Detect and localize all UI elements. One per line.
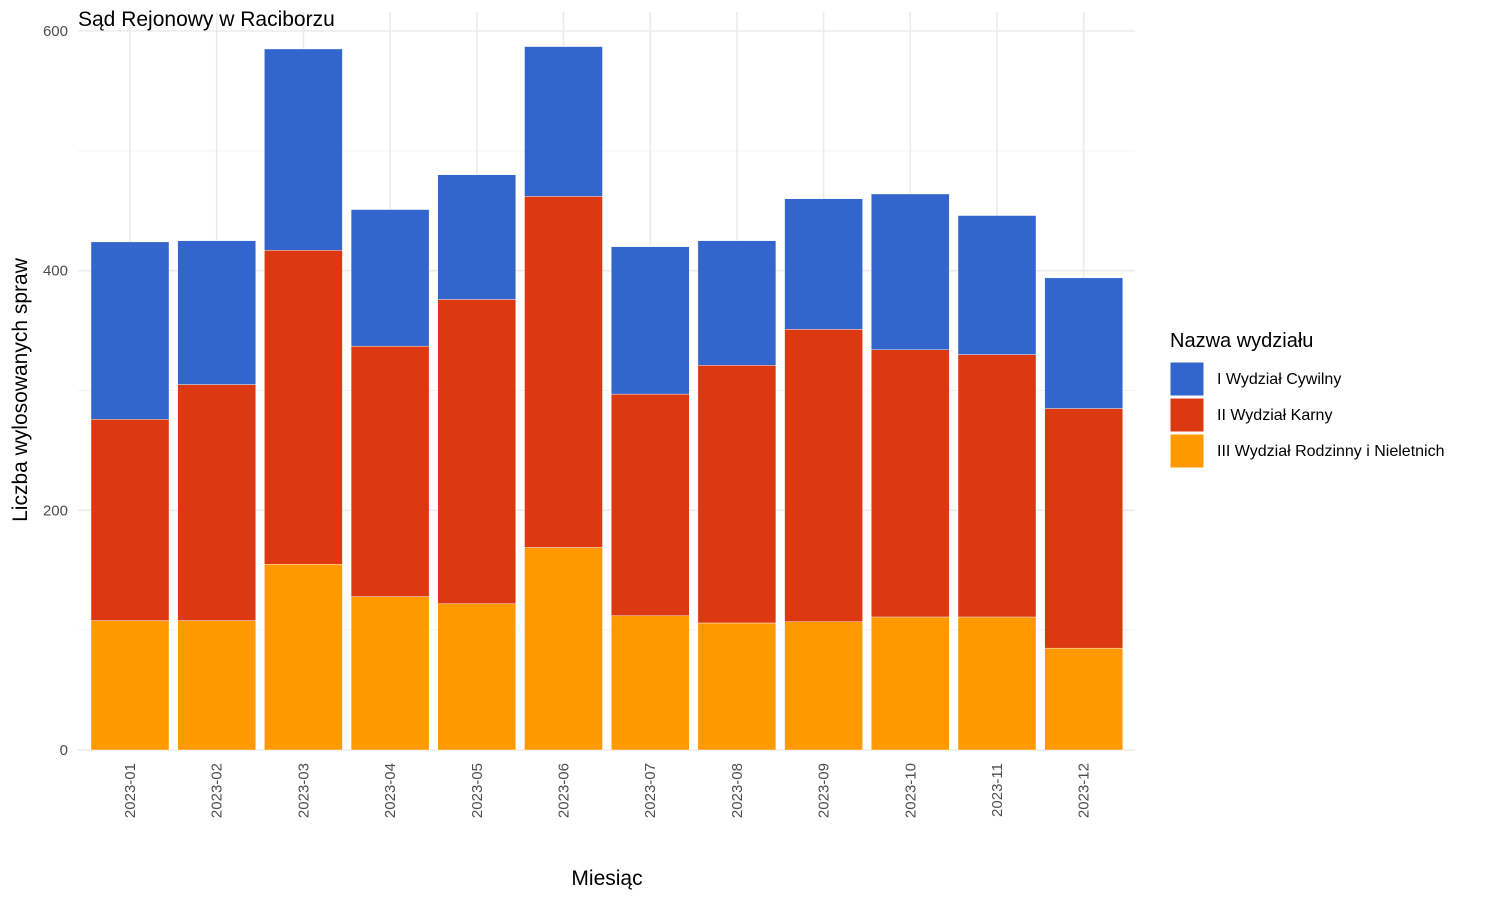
legend-label: III Wydział Rodzinny i Nieletnich (1217, 443, 1445, 460)
legend-title: Nazwa wydziału (1170, 330, 1313, 352)
bar-segment (697, 622, 777, 751)
bar-segment (611, 615, 690, 751)
bar-segment (264, 48, 343, 251)
chart-title: Sąd Rejonowy w Raciborzu (78, 8, 335, 31)
bars-group (90, 46, 1123, 751)
legend-label: I Wydział Cywilny (1217, 371, 1341, 388)
x-tick-label: 2023-11 (989, 763, 1006, 817)
x-tick-label: 2023-09 (816, 763, 833, 818)
bar-segment (437, 603, 516, 751)
x-tick-label: 2023-10 (902, 763, 919, 818)
bar-segment (524, 547, 603, 751)
bar-segment (697, 365, 777, 624)
bar-segment (177, 240, 256, 385)
x-tick-label: 2023-12 (1076, 763, 1093, 818)
bar-segment (90, 241, 170, 420)
bar-segment (524, 196, 603, 548)
bar-segment (1044, 408, 1123, 649)
bar-segment (177, 384, 256, 621)
bar-segment (611, 246, 690, 395)
bar-segment (350, 345, 430, 597)
legend-label: II Wydział Karny (1217, 407, 1332, 424)
bar-segment (871, 193, 950, 350)
bar-segment (177, 620, 256, 751)
bar-segment (957, 354, 1037, 618)
bar-segment (437, 174, 516, 300)
bar-segment (1044, 647, 1123, 751)
bar-segment (90, 419, 170, 621)
x-tick-label: 2023-08 (729, 763, 746, 818)
legend-swatch (1169, 361, 1205, 397)
bar-segment (957, 616, 1037, 751)
x-tick-label: 2023-01 (122, 763, 139, 818)
bar-segment (871, 349, 950, 618)
bar-segment (784, 329, 863, 622)
y-axis-ticks: 0 200 400 600 (43, 23, 68, 759)
x-tick-label: 2023-04 (382, 763, 399, 818)
bar-segment (350, 596, 430, 751)
bar-segment (350, 209, 430, 347)
bar-segment (437, 299, 516, 605)
bar-segment (871, 616, 950, 751)
x-axis-title: Miesiąc (571, 867, 642, 890)
x-axis-ticks: 2023-01 2023-02 2023-03 2023-04 2023-05 2023-… (122, 763, 1093, 818)
legend-swatch (1169, 433, 1205, 469)
y-axis-title: Liczba wylosowanych spraw (9, 257, 32, 522)
y-tick-label: 0 (60, 742, 68, 759)
x-tick-label: 2023-07 (642, 763, 659, 818)
bar-segment (264, 250, 343, 565)
x-tick-label: 2023-03 (295, 763, 312, 818)
bar-segment (524, 46, 603, 197)
bar-segment (784, 198, 863, 330)
bar-segment (784, 621, 863, 751)
bar-segment (264, 564, 343, 751)
bar-segment (697, 240, 777, 366)
bar-segment (1044, 277, 1123, 409)
legend: Nazwa wydziału I Wydział Cywilny II Wydzi… (1169, 330, 1445, 469)
x-tick-label: 2023-05 (469, 763, 486, 818)
y-tick-label: 400 (43, 263, 68, 280)
bar-segment (957, 215, 1037, 355)
y-tick-label: 600 (43, 23, 68, 40)
x-tick-label: 2023-06 (556, 763, 573, 818)
x-tick-label: 2023-02 (209, 763, 226, 818)
y-tick-label: 200 (43, 502, 68, 519)
bar-segment (611, 393, 690, 616)
legend-swatch (1169, 397, 1205, 433)
bar-segment (90, 620, 170, 751)
